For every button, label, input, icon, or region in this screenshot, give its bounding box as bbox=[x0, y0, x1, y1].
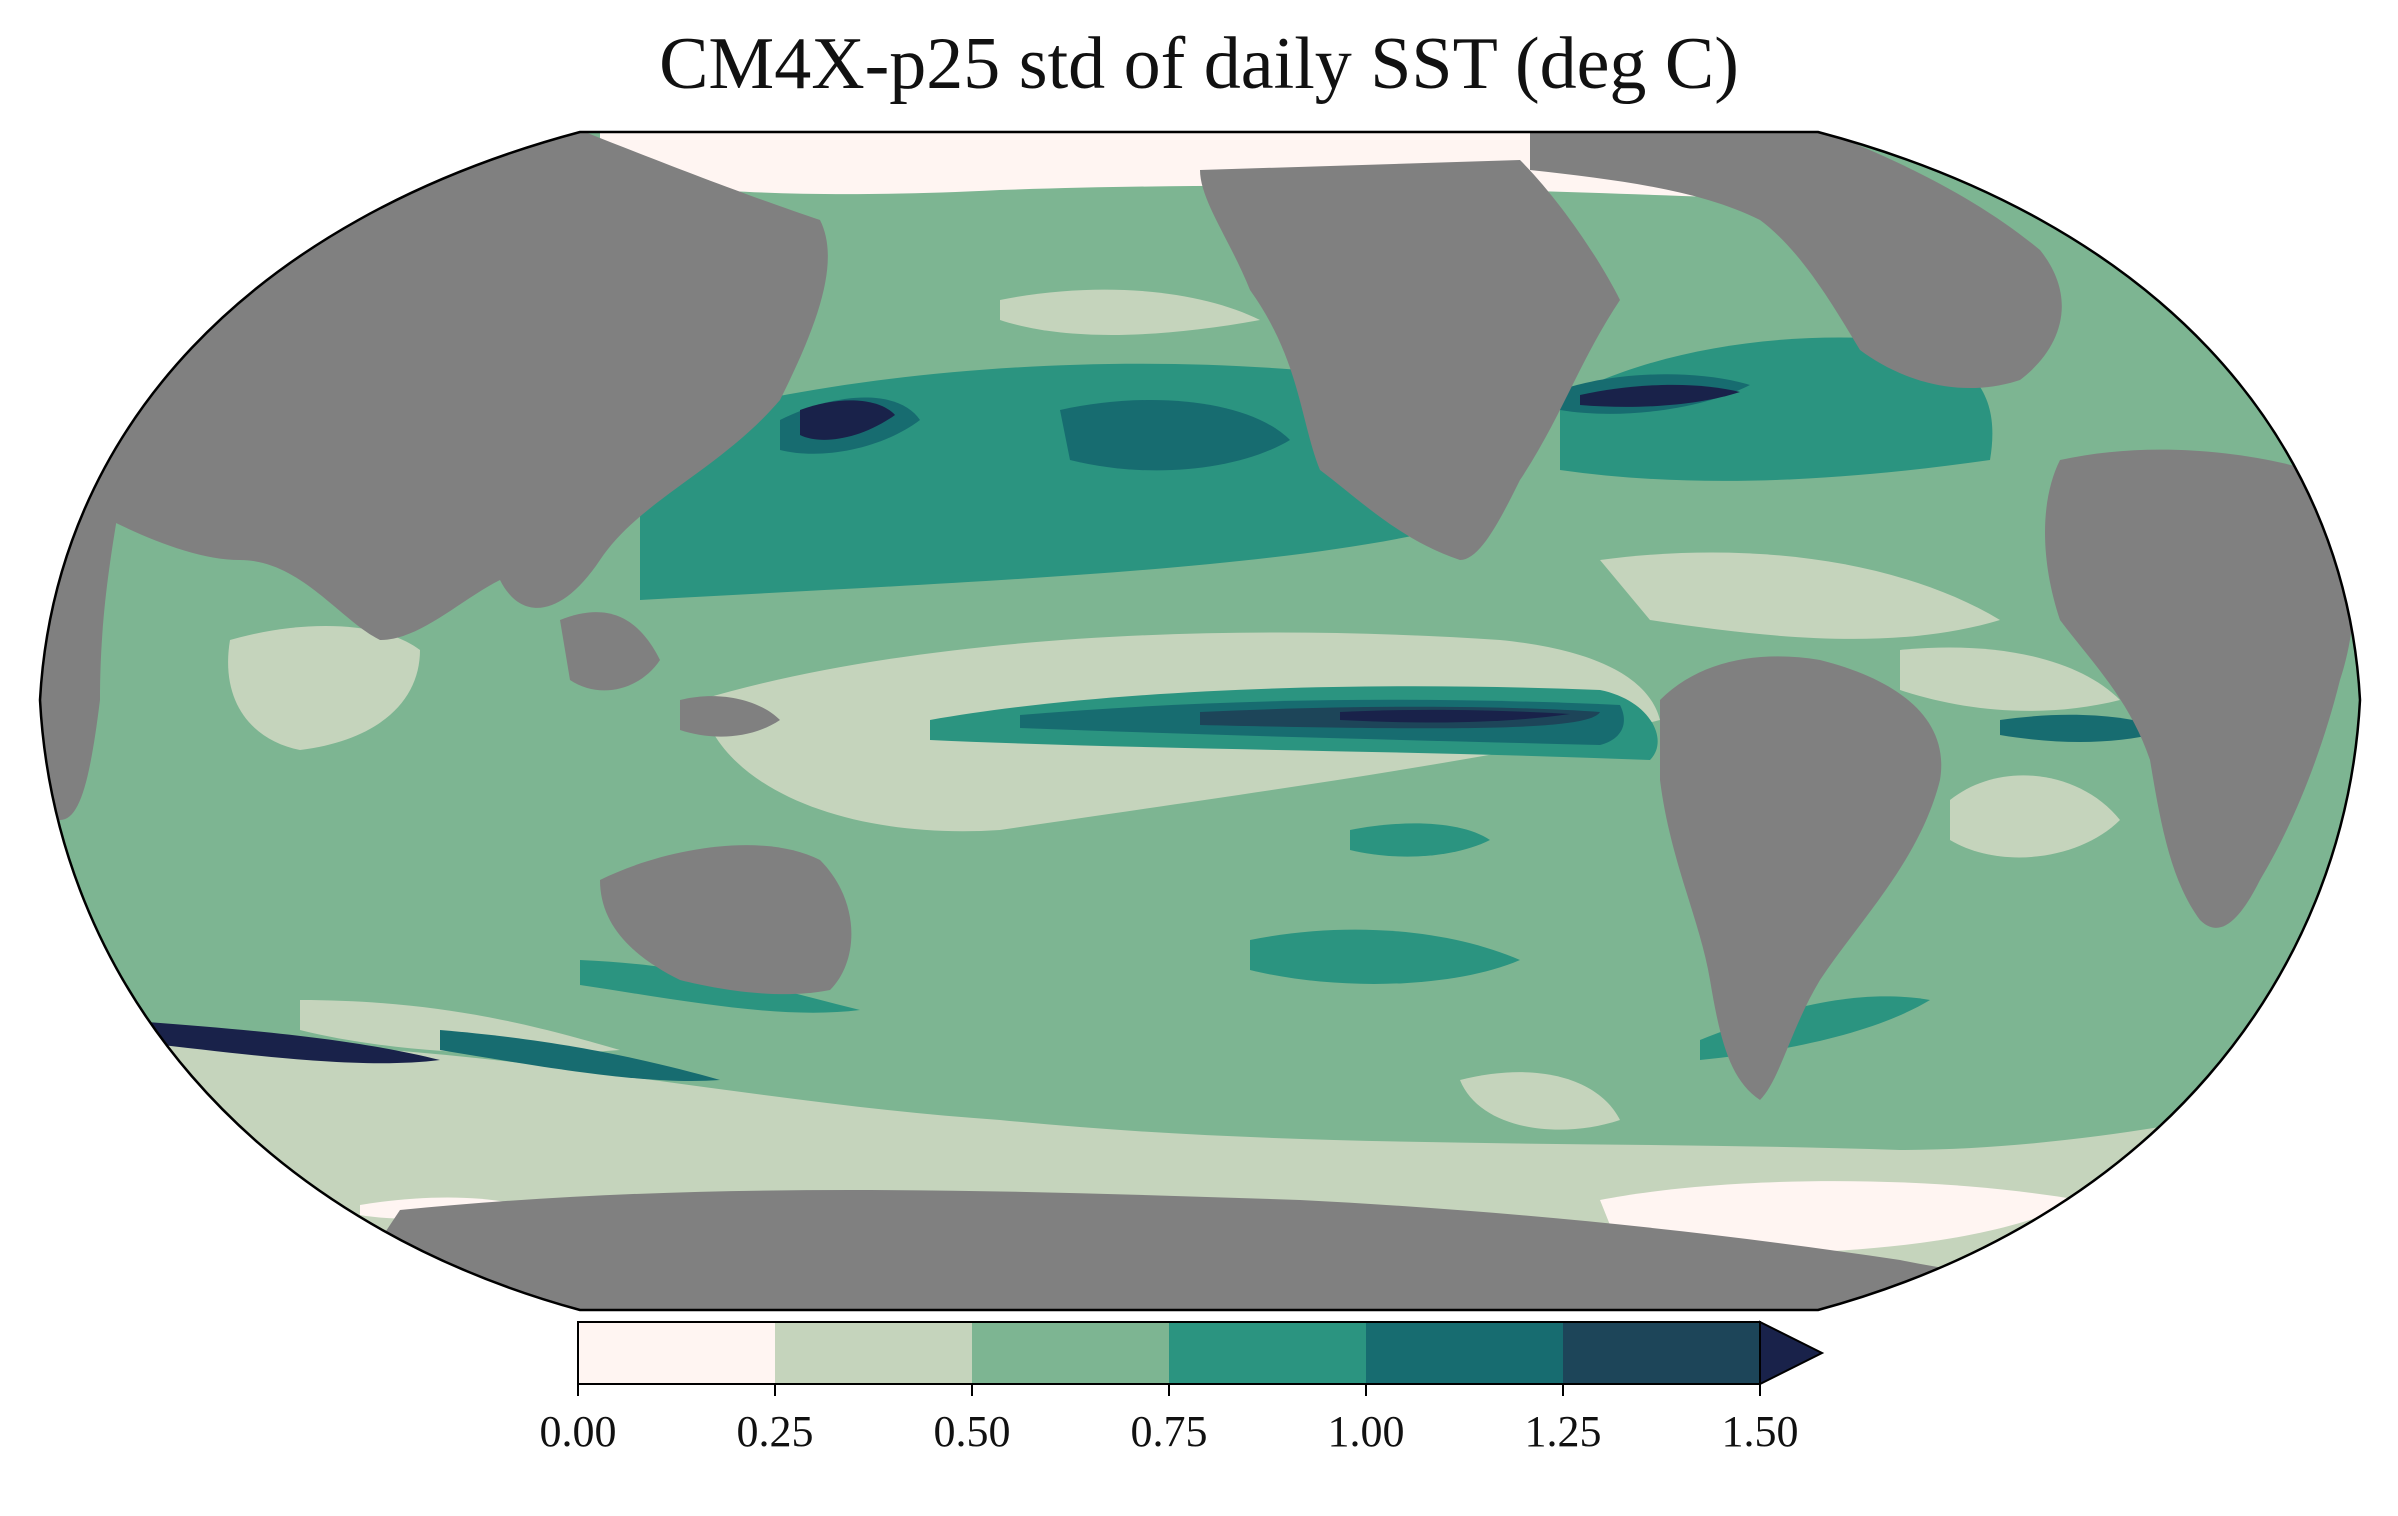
colorbar-segment bbox=[1366, 1322, 1564, 1384]
caribbean-low bbox=[1600, 552, 2000, 639]
colorbar-tick-label: 1.00 bbox=[1328, 1407, 1405, 1456]
weddell-ice bbox=[1600, 1181, 2080, 1254]
colorbar-segment bbox=[1563, 1322, 1761, 1384]
bering-low bbox=[1000, 289, 1260, 335]
colorbar-tick-label: 0.75 bbox=[1131, 1407, 1208, 1456]
south-pacific-patch-2 bbox=[1250, 929, 1520, 984]
sst-field bbox=[40, 132, 2360, 1310]
arabian-sea-low bbox=[228, 626, 420, 750]
colorbar-segments bbox=[578, 1322, 1761, 1384]
map-title: CM4X-p25 std of daily SST (deg C) bbox=[659, 23, 1739, 105]
colorbar-tick-label: 0.50 bbox=[934, 1407, 1011, 1456]
north-atlantic-high bbox=[1560, 337, 1993, 481]
south-pacific-low-patch bbox=[1460, 1072, 1620, 1130]
colorbar-tick-label: 1.25 bbox=[1525, 1407, 1602, 1456]
antarctica bbox=[300, 1190, 2200, 1310]
colorbar-tick-label: 1.50 bbox=[1722, 1407, 1799, 1456]
colorbar-segment bbox=[775, 1322, 973, 1384]
south-pacific-patch bbox=[1350, 823, 1490, 857]
colorbar-segment bbox=[972, 1322, 1170, 1384]
south-indian-low-patch bbox=[300, 1000, 620, 1054]
gulf-stream-core bbox=[1580, 384, 1740, 407]
southeast-asia bbox=[560, 612, 660, 691]
south-america bbox=[1660, 656, 1942, 1100]
colorbar: 0.00 0.25 0.50 0.75 1.00 1.25 1.50 bbox=[540, 1320, 1825, 1456]
colorbar-tick-label: 0.00 bbox=[540, 1407, 617, 1456]
maritime-islands bbox=[680, 696, 780, 737]
colorbar-segment bbox=[578, 1322, 776, 1384]
colorbar-segment bbox=[1169, 1322, 1367, 1384]
south-atlantic-low bbox=[1950, 775, 2120, 858]
kuroshio-core bbox=[800, 400, 895, 440]
colorbar-ticks: 0.00 0.25 0.50 0.75 1.00 1.25 1.50 bbox=[540, 1384, 1799, 1456]
colorbar-tick-label: 0.25 bbox=[737, 1407, 814, 1456]
colorbar-extend-triangle bbox=[1759, 1320, 1825, 1386]
north-america bbox=[1200, 160, 1620, 560]
globe-outline bbox=[38, 130, 2362, 1312]
canada-greenland bbox=[1530, 132, 2062, 389]
tropical-atlantic-low bbox=[1900, 647, 2120, 711]
australia bbox=[600, 845, 852, 995]
acc-front-indian bbox=[120, 1020, 440, 1064]
acc-front-indian-2 bbox=[440, 1030, 720, 1081]
atlantic-cold-tongue bbox=[2000, 714, 2170, 742]
cold-tongue-core bbox=[1340, 709, 1570, 723]
africa-west bbox=[2045, 449, 2355, 928]
north-pacific-core bbox=[1060, 400, 1290, 471]
